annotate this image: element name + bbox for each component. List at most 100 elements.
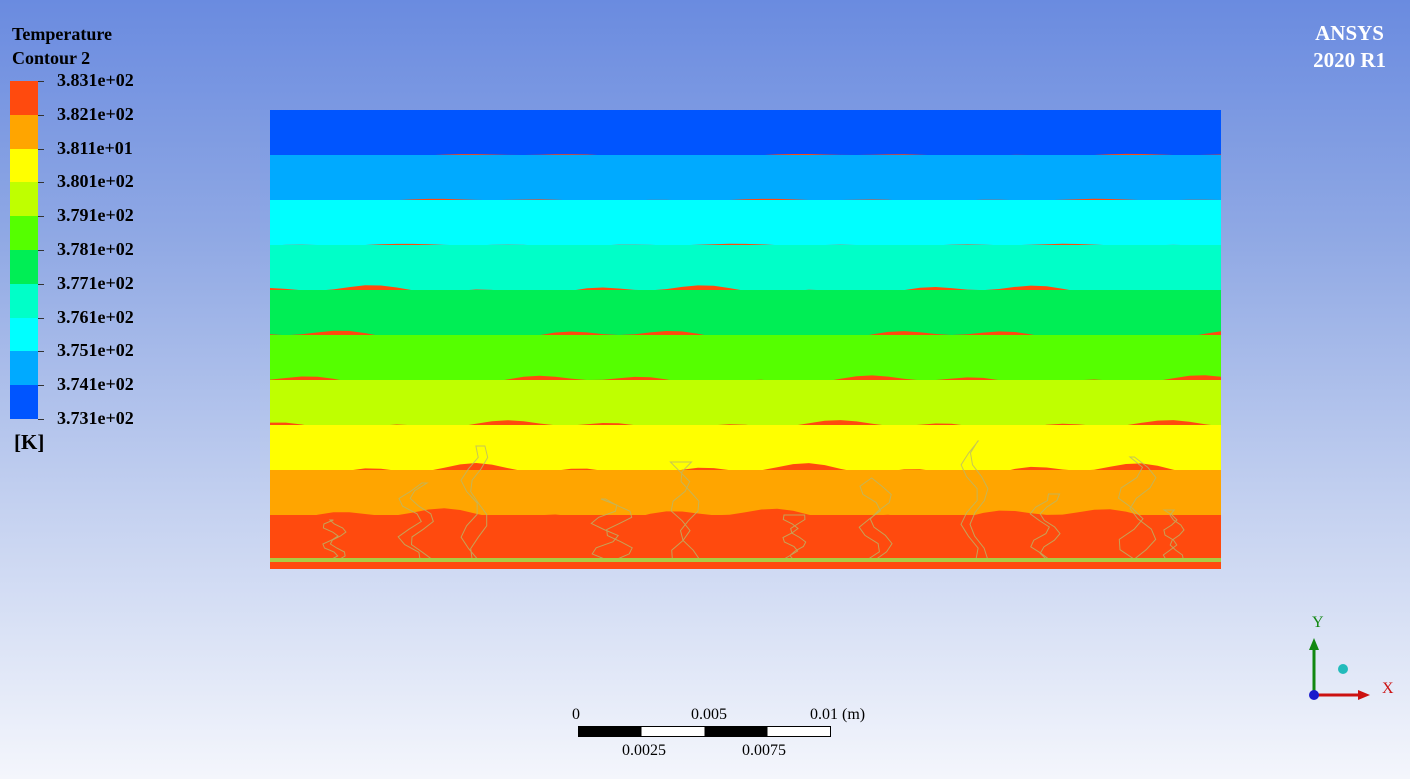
heater-element bbox=[1220, 562, 1221, 569]
heater-element bbox=[450, 562, 456, 569]
heater-element bbox=[1130, 562, 1136, 569]
heater-element bbox=[1040, 562, 1046, 569]
heater-element bbox=[270, 562, 276, 569]
heater-element bbox=[840, 562, 846, 569]
heater-element bbox=[280, 562, 286, 569]
heater-element bbox=[1120, 562, 1126, 569]
legend-tick bbox=[38, 317, 44, 319]
heater-element bbox=[780, 562, 786, 569]
heater-element bbox=[360, 562, 366, 569]
heater-element bbox=[620, 562, 626, 569]
heater-element bbox=[1170, 562, 1176, 569]
contour-band bbox=[270, 470, 1221, 522]
heater-element bbox=[750, 562, 756, 569]
plume-contour-line bbox=[780, 514, 807, 561]
heater-element bbox=[530, 562, 536, 569]
legend-tick bbox=[38, 351, 44, 353]
scale-label-quarter: 0.0025 bbox=[622, 742, 666, 759]
heater-element bbox=[560, 562, 566, 569]
plume-contour-line bbox=[590, 498, 633, 561]
scale-label-three-quarter: 0.0075 bbox=[742, 742, 786, 759]
plume-contour-line bbox=[960, 440, 989, 561]
legend-label: 3.731e+02 bbox=[57, 408, 134, 428]
heater-element bbox=[1140, 562, 1146, 569]
scale-label-end: 0.01 (m) bbox=[810, 706, 866, 723]
heater-element bbox=[1200, 562, 1206, 569]
heater-element bbox=[460, 562, 466, 569]
heater-element bbox=[1190, 562, 1196, 569]
heater-element bbox=[350, 562, 356, 569]
legend-label: 3.791e+02 bbox=[57, 205, 134, 226]
heater-element bbox=[320, 562, 326, 569]
heater-element bbox=[740, 562, 746, 569]
contour-band bbox=[270, 335, 1221, 385]
plume-contour-line bbox=[1029, 493, 1061, 561]
heater-element bbox=[720, 562, 726, 569]
heater-element bbox=[1060, 562, 1066, 569]
heater-element bbox=[800, 562, 806, 569]
legend-swatch bbox=[10, 81, 38, 115]
scale-bar: 0 0.005 0.01 (m) 0.0025 0.0075 bbox=[560, 700, 900, 770]
heater-element bbox=[870, 562, 876, 569]
heater-element bbox=[590, 562, 596, 569]
heater-element bbox=[1180, 562, 1186, 569]
contour-band bbox=[270, 110, 1221, 157]
legend-tick bbox=[38, 182, 44, 184]
legend-tick bbox=[38, 216, 44, 218]
brand-version: 2020 R1 bbox=[1313, 48, 1386, 72]
legend-label: 3.741e+02 bbox=[57, 374, 134, 395]
heater-element bbox=[730, 562, 736, 569]
heater-element bbox=[1010, 562, 1016, 569]
heater-element bbox=[380, 562, 386, 569]
axis-triad[interactable]: Y X bbox=[1290, 610, 1400, 710]
legend-swatch bbox=[10, 283, 38, 318]
legend-swatch bbox=[10, 385, 38, 419]
brand-name: ANSYS bbox=[1315, 21, 1384, 45]
legend-label: 3.771e+02 bbox=[57, 272, 134, 293]
legend-label: 3.831e+02 bbox=[57, 70, 134, 90]
legend-swatch bbox=[10, 250, 38, 284]
legend-title-line1: Temperature bbox=[12, 24, 112, 44]
legend-label: 3.761e+02 bbox=[57, 306, 134, 327]
heater-element bbox=[310, 562, 316, 569]
legend-swatch bbox=[10, 216, 38, 250]
heater-element bbox=[670, 562, 676, 569]
heater-element bbox=[650, 562, 656, 569]
legend-label: 3.801e+02 bbox=[57, 171, 134, 192]
heater-element bbox=[1030, 562, 1036, 569]
contour-band bbox=[270, 245, 1221, 295]
heater-element bbox=[770, 562, 776, 569]
plume-contour-line bbox=[1162, 509, 1185, 561]
heater-element bbox=[390, 562, 396, 569]
heater-element bbox=[680, 562, 686, 569]
heater-element bbox=[790, 562, 796, 569]
heater-element bbox=[710, 562, 716, 569]
heater-element bbox=[970, 562, 976, 569]
heater-element bbox=[1150, 562, 1156, 569]
x-axis-label: X bbox=[1382, 680, 1394, 697]
heater-element bbox=[660, 562, 666, 569]
heater-element bbox=[370, 562, 376, 569]
legend-swatch bbox=[10, 148, 38, 183]
plume-contour-line bbox=[322, 519, 347, 561]
heater-element bbox=[550, 562, 556, 569]
heater-element bbox=[830, 562, 836, 569]
contour-band bbox=[270, 380, 1221, 430]
heater-element bbox=[420, 562, 426, 569]
heater-element bbox=[1100, 562, 1106, 569]
heater-element bbox=[630, 562, 636, 569]
heater-element bbox=[850, 562, 856, 569]
legend-title-line2: Contour 2 bbox=[12, 48, 91, 68]
legend-label: 3.751e+02 bbox=[57, 340, 134, 361]
legend-swatch bbox=[10, 317, 38, 352]
contour-band bbox=[270, 515, 1221, 566]
heater-element bbox=[330, 562, 336, 569]
temperature-contour-plot[interactable] bbox=[270, 110, 1221, 569]
heater-element bbox=[1000, 562, 1006, 569]
heater-element bbox=[1160, 562, 1166, 569]
heater-element bbox=[470, 562, 476, 569]
heater-element bbox=[430, 562, 436, 569]
legend-swatch bbox=[10, 182, 38, 217]
heater-element bbox=[1050, 562, 1056, 569]
legend-title: Temperature Contour 2 bbox=[12, 22, 172, 70]
